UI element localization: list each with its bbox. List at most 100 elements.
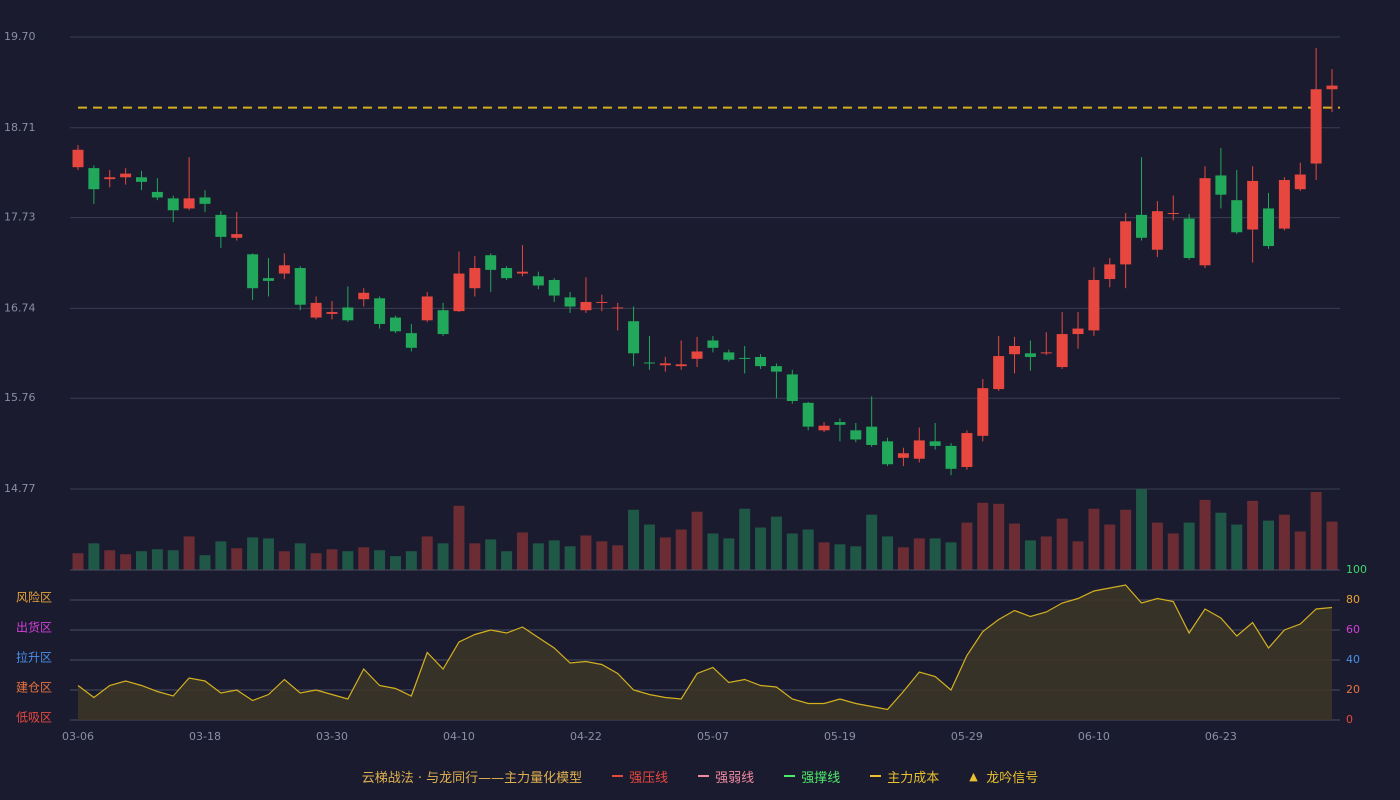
candle-body (120, 173, 132, 178)
y-tick-label: 16.74 (4, 301, 36, 314)
candle-body (72, 149, 84, 168)
legend-title: 云梯战法 · 与龙同行——主力量化模型 (361, 770, 583, 786)
legend: 云梯战法 · 与龙同行——主力量化模型 强压线 强弱线 强撑线 主力成本 ▲ 龙吟信号 (0, 764, 1400, 788)
candle-body (866, 426, 878, 445)
y2-tick-label: 100 (1346, 563, 1367, 576)
candle-body (262, 278, 274, 281)
volume-bar (1024, 540, 1036, 570)
volume-bar (485, 539, 497, 570)
volume-bar (532, 543, 544, 570)
volume-bar (1247, 500, 1259, 570)
x-tick-label: 05-07 (697, 730, 729, 743)
y2-tick-label: 60 (1346, 623, 1360, 636)
candle-body (1231, 200, 1243, 233)
candle-body (548, 279, 560, 296)
candle-body (707, 340, 719, 348)
candle-body (1183, 218, 1195, 258)
volume-bar (1294, 531, 1306, 570)
volume-bar (1104, 524, 1116, 570)
candle-body (358, 292, 370, 300)
y2-tick-label: 80 (1346, 593, 1360, 606)
candle-body (405, 333, 417, 348)
volume-bar (866, 514, 878, 570)
candle-body (818, 425, 830, 431)
volume-bar (755, 527, 767, 570)
volume-bar (580, 535, 592, 570)
candle-body (374, 298, 386, 324)
candle-body (1151, 211, 1163, 250)
volume-bar (1072, 541, 1084, 570)
zone-label: 拉升区 (16, 650, 52, 665)
volume-bar (612, 545, 624, 570)
volume-bar (247, 537, 259, 570)
candle-body (421, 296, 433, 321)
volume-bar (167, 550, 179, 570)
volume-bar (231, 548, 243, 570)
volume-bar (961, 522, 973, 570)
candle-body (612, 307, 624, 309)
volume-bar (183, 536, 195, 570)
volume-bar (1088, 508, 1100, 570)
candle-body (501, 268, 513, 279)
candle-body (516, 271, 528, 274)
candle-body (1326, 85, 1338, 90)
candle-body (1104, 264, 1116, 280)
volume-bar (993, 503, 1005, 570)
candle-body (294, 268, 306, 305)
zone-label: 出货区 (16, 620, 52, 635)
volume-bar (358, 547, 370, 570)
candle-body (1120, 221, 1132, 265)
candle-body (882, 441, 894, 465)
candle-body (786, 374, 798, 401)
candle-body (961, 433, 973, 467)
candle-body (1072, 328, 1084, 335)
y2-tick-label: 0 (1346, 713, 1353, 726)
candle-body (628, 321, 640, 354)
volume-bar (342, 551, 354, 570)
candle-body (1278, 180, 1290, 229)
legend-item: 强压线 (612, 767, 668, 786)
volume-bar (1056, 518, 1068, 570)
candle-body (850, 430, 862, 440)
volume-bar (326, 549, 338, 570)
x-tick-label: 06-10 (1078, 730, 1110, 743)
legend-label: 主力成本 (887, 770, 940, 786)
volume-bar (215, 541, 227, 570)
volume-bar (135, 551, 147, 570)
volume-bar (1215, 512, 1227, 570)
volume-bar (1040, 536, 1052, 570)
volume-bar (659, 537, 671, 570)
volume-bar (977, 502, 989, 570)
volume-bar (802, 529, 814, 570)
volume-bar (199, 555, 211, 570)
x-tick-label: 05-29 (951, 730, 983, 743)
candle-body (945, 445, 957, 469)
volume-bar (675, 529, 687, 570)
candle-body (1167, 213, 1179, 215)
volume-bar (421, 536, 433, 570)
volume-bar (294, 543, 306, 570)
candle-body (1088, 279, 1100, 331)
x-tick-label: 03-06 (62, 730, 94, 743)
volume-bar (818, 542, 830, 570)
candle-body (675, 364, 687, 367)
y-tick-label: 17.73 (4, 211, 36, 224)
candle-body (167, 198, 179, 211)
volume-bar (1183, 522, 1195, 570)
volume-bar (913, 538, 925, 570)
candle-body (913, 440, 925, 459)
candle-body (834, 422, 846, 425)
candle-body (310, 302, 322, 318)
legend-label: 龙吟信号 (986, 770, 1039, 786)
volume-bar (882, 536, 894, 570)
volume-bar (516, 532, 528, 570)
candle-body (1215, 175, 1227, 195)
chart: 14.77 15.76 16.74 17.73 18.71 19.70 0 20 40 60 80 1… (4, 30, 1367, 743)
candle-body (326, 312, 338, 314)
x-tick-label: 03-30 (316, 730, 348, 743)
x-tick-label: 05-19 (824, 730, 856, 743)
volume-bar (945, 542, 957, 570)
volume-bar (739, 508, 751, 570)
volume-bar (723, 538, 735, 570)
